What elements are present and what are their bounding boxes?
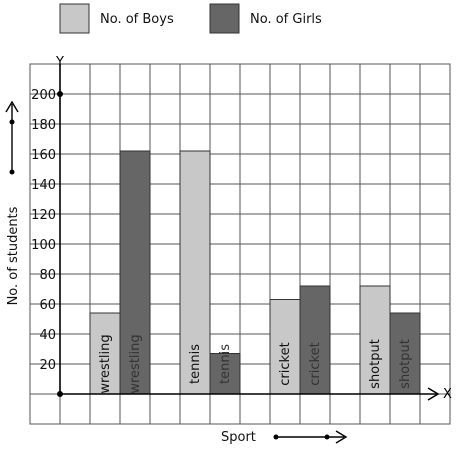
y-axis-title: No. of students — [6, 206, 21, 305]
x-axis-arrow-icon — [427, 387, 440, 401]
x-direction-dot — [273, 434, 279, 440]
bar-category-label: wrestling — [128, 334, 143, 393]
y-tick-label: 140 — [31, 178, 56, 193]
bar-category-label: shotput — [398, 339, 413, 389]
y-tick-label: 40 — [39, 328, 56, 343]
legend-swatch — [59, 3, 90, 34]
bar-category-label: cricket — [278, 342, 293, 385]
bar-category-label: shotput — [368, 339, 383, 389]
y-direction-dot — [9, 169, 15, 175]
y-tick-label: 100 — [31, 238, 56, 253]
y-direction-dot — [9, 119, 15, 125]
y-axis-letter: Y — [55, 55, 64, 70]
y-tick-label: 160 — [31, 148, 56, 163]
bar-category-label: wrestling — [98, 334, 113, 393]
legend-label: No. of Boys — [100, 12, 174, 27]
y-axis-end-dot — [57, 91, 63, 97]
x-axis-title: Sport — [221, 430, 256, 445]
y-tick-label: 80 — [39, 268, 56, 283]
x-direction-dot — [324, 434, 330, 440]
y-direction-arrowhead-icon — [5, 100, 19, 113]
legend-label: No. of Girls — [250, 12, 322, 27]
x-direction-arrowhead-icon — [335, 430, 348, 444]
bar-category-label: tennis — [188, 344, 203, 384]
chart-legend: No. of Boys No. of Girls — [59, 3, 322, 34]
bar — [209, 353, 241, 395]
y-tick-label: 20 — [39, 358, 56, 373]
chart-axes: XY — [55, 55, 452, 402]
bar-category-label: cricket — [308, 342, 323, 385]
legend-swatch — [209, 3, 240, 34]
bar — [359, 285, 391, 395]
y-tick-label: 180 — [31, 118, 56, 133]
bar — [179, 150, 211, 395]
bar-category-label: tennis — [218, 344, 233, 384]
y-tick-label: 200 — [31, 88, 56, 103]
origin-dot — [57, 391, 63, 397]
bar — [119, 150, 151, 395]
x-axis-letter: X — [443, 387, 452, 402]
y-axis-ticks: 20 40 60 80 100 120 140 160 180 200 — [31, 88, 56, 373]
y-tick-label: 60 — [39, 298, 56, 313]
axis-titles: No. of students Sport — [5, 100, 348, 445]
bar — [299, 285, 331, 395]
chart-bars: wrestling wrestling tennis tennis cricket cri… — [89, 150, 421, 395]
y-tick-label: 120 — [31, 208, 56, 223]
